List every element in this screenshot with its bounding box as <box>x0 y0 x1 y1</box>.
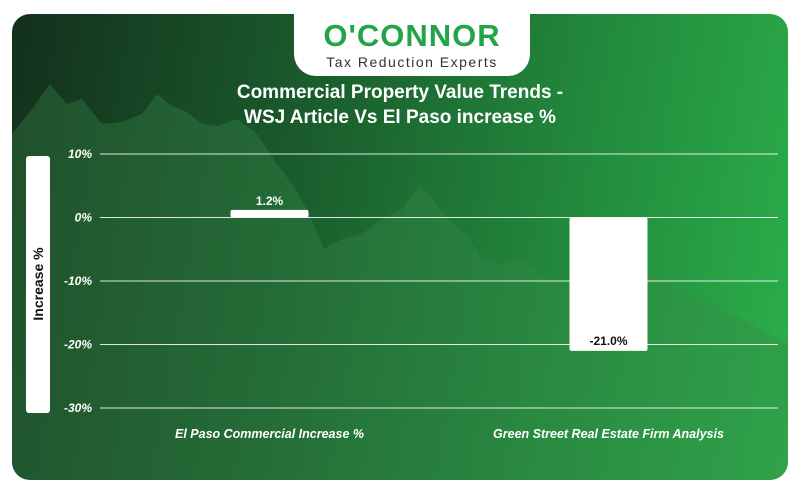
bar <box>569 217 648 351</box>
plot-area: 10% 0% -10% -20% -30% 1.2% El Paso Commercial … <box>64 147 778 441</box>
background-mountain-graphic <box>12 84 788 480</box>
chart-card: O'CONNOR Tax Reduction Experts Commercia… <box>12 14 788 480</box>
logo-tagline: Tax Reduction Experts <box>326 54 498 70</box>
y-tick-label: 10% <box>68 147 92 161</box>
bar <box>230 209 309 218</box>
logo-name: O'CONNOR <box>323 18 501 53</box>
y-tick-label: 0% <box>75 211 93 225</box>
y-axis-label-box <box>26 156 50 413</box>
chart-title-line-2: WSJ Article Vs El Paso increase % <box>244 107 556 128</box>
y-tick-label: -10% <box>64 274 92 288</box>
chart-title: Commercial Property Value Trends - WSJ A… <box>12 80 788 130</box>
logo: O'CONNOR Tax Reduction Experts <box>294 14 530 76</box>
data-label: -21.0% <box>589 334 627 348</box>
y-tick-label: -30% <box>64 401 92 415</box>
y-tick-label: -20% <box>64 338 92 352</box>
chart-title-line-1: Commercial Property Value Trends - <box>236 82 564 103</box>
x-category-label: El Paso Commercial Increase % <box>175 427 364 441</box>
x-category-label: Green Street Real Estate Firm Analysis <box>493 427 724 441</box>
data-label: 1.2% <box>256 194 284 208</box>
